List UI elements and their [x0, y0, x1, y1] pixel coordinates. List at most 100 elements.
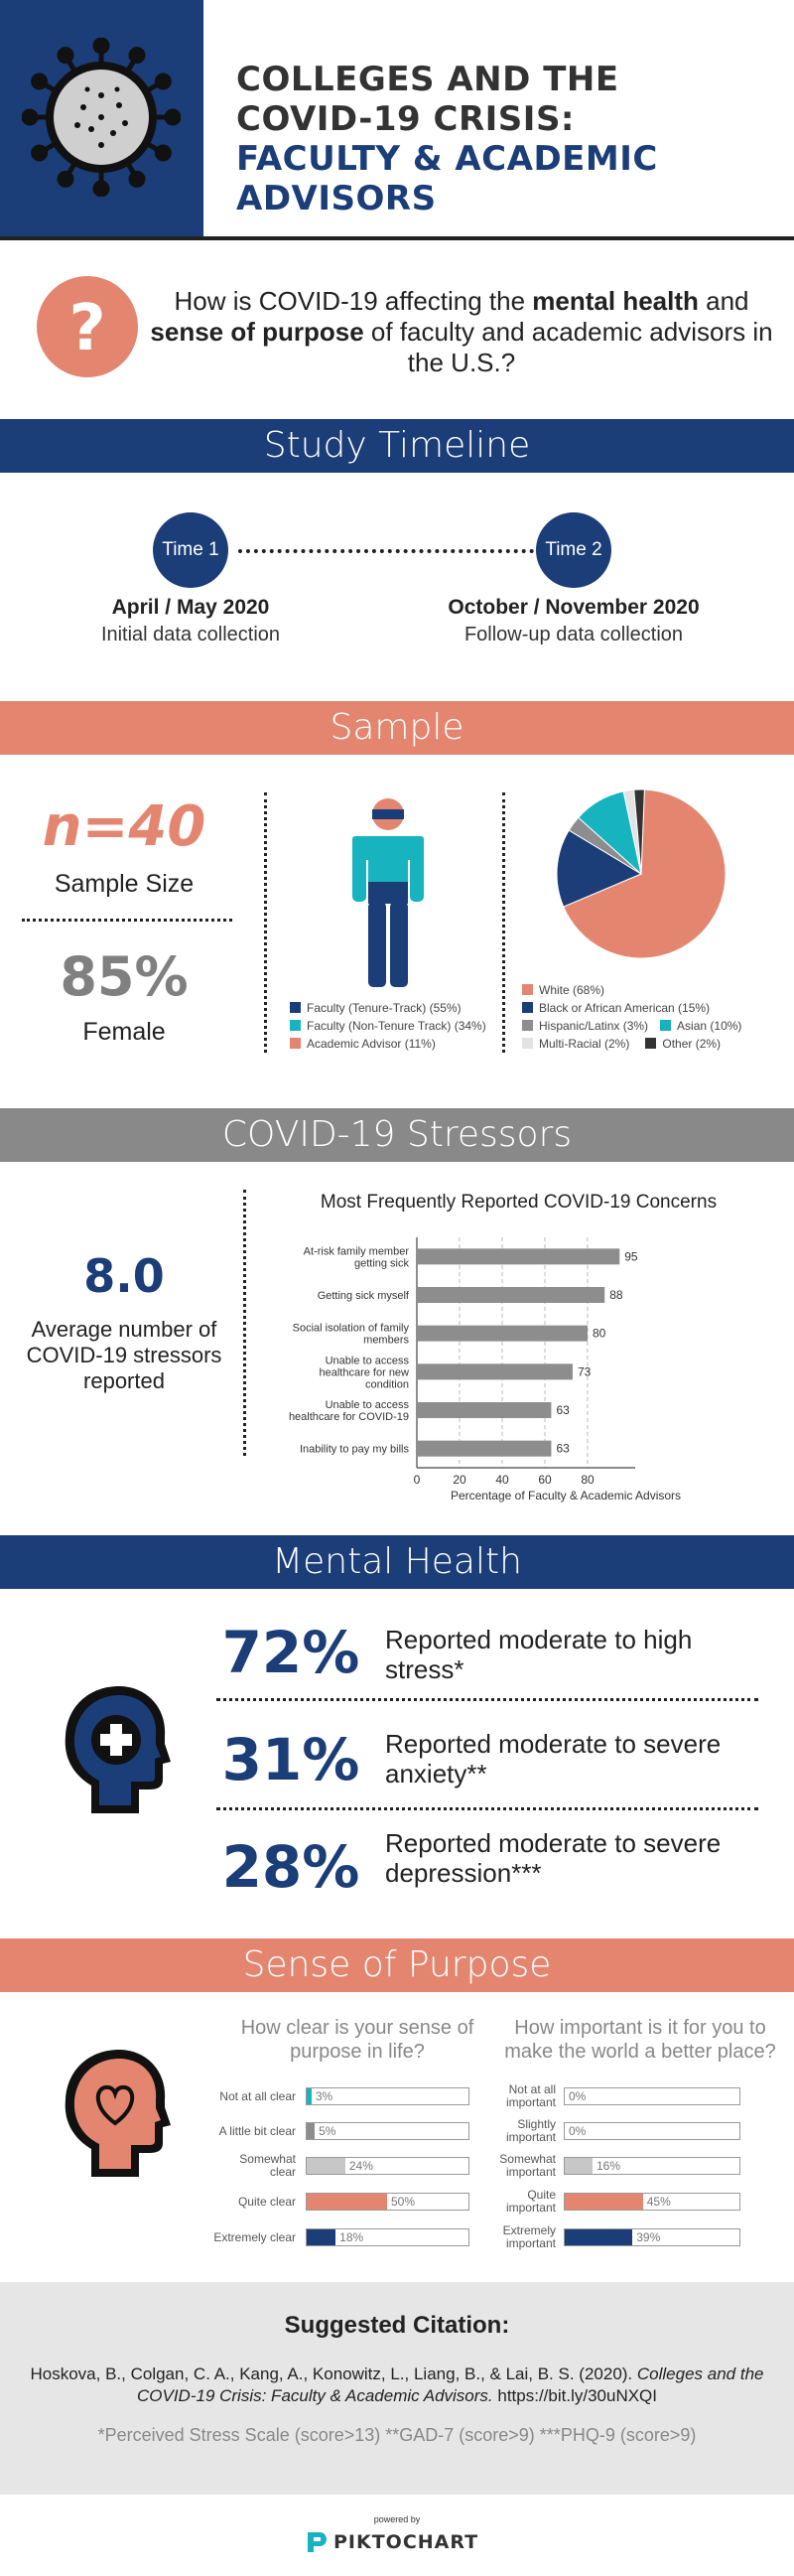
legend-swatch	[522, 1002, 533, 1013]
time1-desc: Initial data collection	[100, 624, 281, 645]
purpose-category-label: Somewhat clear	[239, 2152, 296, 2179]
depression-stat-text: Reported moderate to severe depression**…	[385, 1828, 722, 1888]
piktochart-wordmark: PIKTOCHART	[333, 2531, 479, 2553]
purpose-bar-fill	[307, 2229, 336, 2245]
purpose-bar-track: 5%	[306, 2122, 469, 2140]
sample-heading: Sample	[0, 701, 794, 755]
pie-slice	[633, 788, 645, 875]
bar-value-label: 73	[578, 1364, 592, 1378]
purpose-bar-value: 24%	[348, 2159, 373, 2173]
purpose-bar-value: 0%	[569, 2124, 587, 2138]
virus-spike-tip	[31, 72, 49, 90]
x-tick-label: 80	[581, 1473, 595, 1487]
pie-slice	[556, 829, 643, 908]
bar-category-label: Social isolation of family members	[293, 1323, 410, 1347]
purpose-bar-value: 45%	[646, 2195, 671, 2209]
bar-category-label: At-risk family member getting sick	[304, 1245, 410, 1269]
purpose-bar-value: 5%	[319, 2124, 336, 2138]
legend-swatch	[660, 1020, 672, 1031]
purpose-bar-track: 16%	[564, 2157, 740, 2175]
piktochart-brand[interactable]: PIKTOCHART	[306, 2528, 488, 2556]
average-stressors-value: 8.0	[83, 1249, 165, 1303]
sample-size-label: Sample Size	[54, 870, 195, 898]
sample-divider-2	[502, 792, 505, 1053]
legend-swatch	[522, 984, 533, 995]
virus-spike-tip	[92, 180, 110, 197]
anxiety-stat-value: 31%	[221, 1726, 360, 1793]
time2-date: October / November 2020	[448, 596, 700, 619]
bar-category-label: Unable to access healthcare for COVID-19	[289, 1399, 410, 1423]
sample-size-value: n=40	[42, 794, 206, 859]
timeline-heading: Study Timeline	[0, 419, 794, 473]
bar-category-label: Unable to access healthcare for new condit…	[320, 1355, 410, 1390]
role-legend-item: Academic Advisor (11%)	[290, 1037, 486, 1051]
sample-stat-divider	[22, 919, 232, 922]
female-label: Female	[82, 1018, 166, 1046]
header-divider	[0, 236, 794, 240]
purpose-bar-fill	[307, 2123, 316, 2139]
purpose-bar-track: 0%	[564, 2087, 740, 2105]
purpose-category-label: Somewhat important	[499, 2152, 556, 2179]
citation-text: Hoskova, B., Colgan, C. A., Kang, A., Ko…	[30, 2364, 764, 2405]
purpose-category-label: Slightly important	[505, 2117, 556, 2144]
virus-spike-tip	[154, 144, 172, 162]
role-legend: Faculty (Tenure-Track) (55%) Faculty (No…	[290, 1001, 486, 1055]
stressor-bar	[417, 1248, 620, 1265]
chart-plot: 0 20 40 60 80 95 At-risk family member getting …	[289, 1237, 638, 1487]
purpose-bar-track: 50%	[306, 2193, 469, 2211]
virus-spike-tip	[128, 170, 146, 188]
citation-link[interactable]: https://bit.ly/30uNXQI	[492, 2386, 658, 2405]
purpose-bar-value: 39%	[636, 2230, 661, 2244]
purpose-bar-track: 3%	[306, 2087, 469, 2105]
stressors-heading: COVID-19 Stressors	[0, 1108, 794, 1162]
citation-heading: Suggested Citation:	[284, 2312, 510, 2339]
purpose-bar-fill	[565, 2229, 633, 2245]
bar-category-label: Getting sick myself	[318, 1290, 410, 1302]
chart-title: Most Frequently Reported COVID-19 Concer…	[320, 1192, 718, 1213]
piktochart-logo-icon	[308, 2532, 327, 2552]
purpose-heading: Sense of Purpose	[0, 1938, 794, 1992]
mental-health-divider-1	[216, 1698, 758, 1701]
purpose-bar-fill	[307, 2158, 345, 2174]
race-legend-item: White (68%)	[522, 983, 790, 997]
person-icon	[352, 798, 424, 987]
stressor-bar	[417, 1325, 588, 1342]
purpose-bar-value: 0%	[569, 2089, 587, 2103]
question-icon: ?	[37, 276, 138, 377]
legend-swatch	[290, 1002, 301, 1013]
citation-panel	[0, 2282, 794, 2495]
purpose-category-label: Not at all clear	[219, 2088, 296, 2103]
head-medical-icon	[65, 1686, 171, 1813]
purpose-bar-track: 39%	[564, 2228, 740, 2246]
virus-spike-tip	[22, 108, 39, 126]
purpose-bar-track: 18%	[306, 2228, 469, 2246]
purpose-category-label: A little bit clear	[218, 2123, 296, 2138]
race-pie-chart	[556, 788, 727, 959]
title-line-3: FACULTY & ACADEMIC	[236, 139, 658, 179]
purpose-bar-value: 50%	[391, 2195, 416, 2209]
race-legend-item: Hispanic/Latinx (3%) Asian (10%)	[522, 1019, 790, 1033]
race-legend-item: Multi-Racial (2%) Other (2%)	[522, 1037, 790, 1051]
role-legend-item: Faculty (Non-Tenure Track) (34%)	[290, 1019, 486, 1033]
sample-divider-1	[264, 792, 267, 1053]
purpose-bar-track: 0%	[564, 2122, 740, 2140]
purpose-bar-fill	[565, 2194, 643, 2210]
svg-text:?: ?	[68, 292, 105, 365]
head-heart-icon	[65, 2050, 171, 2177]
x-tick-label: 20	[453, 1473, 466, 1487]
virus-icon	[22, 38, 181, 197]
legend-swatch	[522, 1038, 533, 1049]
legend-swatch	[290, 1038, 301, 1049]
race-legend-item: Black or African American (15%)	[522, 1001, 790, 1015]
purpose-bar-fill	[565, 2158, 593, 2174]
purpose-category-label: Extremely clear	[213, 2229, 296, 2244]
virus-spike-tip	[57, 170, 74, 188]
stressor-bar	[417, 1363, 573, 1380]
bar-category-label: Inability to pay my bills	[300, 1444, 410, 1456]
title-line-1: COLLEGES AND THE	[236, 60, 619, 99]
race-legend: White (68%) Black or African American (1…	[522, 983, 790, 1055]
time2-desc: Follow-up data collection	[463, 624, 684, 645]
purpose-category-label: Extremely important	[502, 2223, 556, 2250]
bar-value-label: 88	[609, 1288, 623, 1302]
purpose-category-label: Quite important	[505, 2188, 556, 2215]
